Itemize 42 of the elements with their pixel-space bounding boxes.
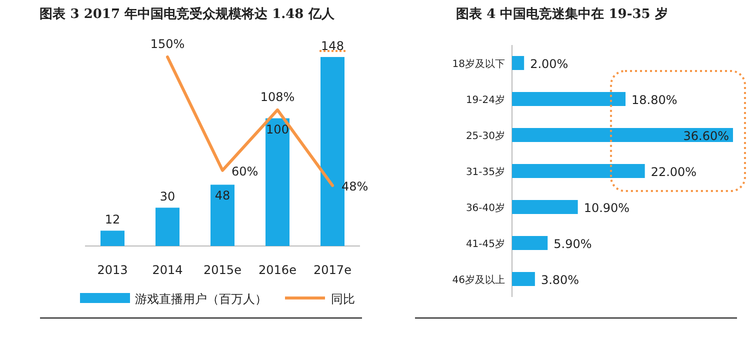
data-label: 148 [321,39,344,53]
y-tick-label: 36-40岁 [466,202,505,214]
bar [512,272,535,286]
data-label: 12 [104,212,120,227]
data-label: 18.80% [632,93,678,107]
chart-title: 图表 3 2017 年中国电竞受众规模将达 1.48 亿人 [40,6,336,22]
bar [512,128,733,142]
y-tick-label: 31-35岁 [466,166,505,178]
data-label: 10.90% [584,201,630,215]
legend-label: 游戏直播用户（百万人） [135,292,267,306]
data-label: 5.90% [554,237,592,251]
data-label: 2.00% [530,57,568,71]
bar [210,184,234,246]
data-label: 108% [260,90,295,104]
bar [100,230,124,246]
data-label: 36.60% [683,129,729,143]
bar [512,200,578,214]
y-tick-label: 41-45岁 [466,238,505,250]
bar [512,92,626,106]
chart-title: 图表 4 中国电竞迷集中在 19-35 岁 [456,6,668,22]
y-tick-label: 19-24岁 [466,94,505,106]
bar [266,118,290,246]
data-label: 22.00% [650,165,697,179]
x-tick-label: 2015e [204,263,242,277]
y-tick-label: 18岁及以下 [452,58,505,70]
x-tick-label: 2016e [258,263,296,277]
data-label: 150% [150,37,185,51]
bar [512,164,645,178]
x-tick-label: 2017e [314,263,352,277]
x-tick-label: 2014 [152,263,183,277]
y-tick-label: 46岁及以上 [452,274,505,286]
bar [512,236,548,250]
data-label: 3.80% [540,273,580,287]
y-tick-label: 25-30岁 [466,130,505,142]
data-label: 48 [214,188,230,203]
bar [512,56,524,70]
data-label: 30 [160,190,176,204]
data-label: 100 [266,122,289,136]
x-tick-label: 2013 [97,263,128,277]
data-label: 60% [232,164,258,178]
legend-label: 同比 [331,292,355,306]
bar [156,208,180,246]
